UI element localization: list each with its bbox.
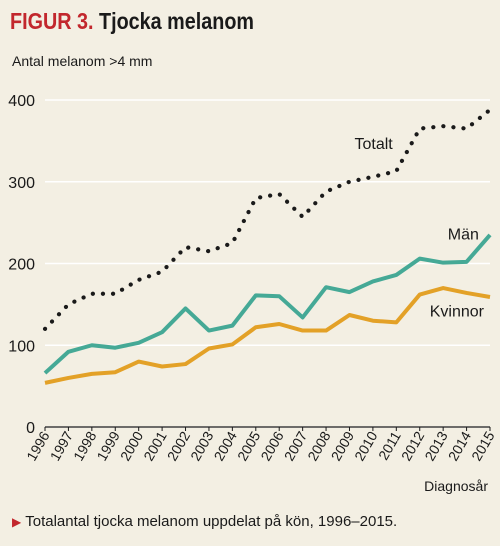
x-axis-label: Diagnosår	[424, 478, 488, 494]
y-tick-label-400: 400	[8, 93, 35, 110]
x-tick-label-2003: 2003	[187, 428, 217, 463]
x-tick-label-2005: 2005	[234, 428, 264, 463]
series-line-2	[44, 286, 491, 385]
y-tick-label-0: 0	[26, 420, 35, 437]
x-tick-label-1998: 1998	[70, 428, 100, 463]
figure-header: FIGUR 3. Tjocka melanom	[10, 8, 254, 35]
x-tick-label-2004: 2004	[211, 428, 241, 463]
series-label-0: Totalt	[354, 136, 393, 153]
figure-caption: ▶ Totalantal tjocka melanom uppdelat på k…	[12, 513, 397, 530]
x-tick-label-2009: 2009	[328, 428, 358, 463]
line-chart: Antal melanom >4 mm Diagnosår 0 100 200 300…	[8, 53, 498, 494]
series-label-2: Kvinnor	[430, 304, 485, 321]
x-tick-label-2006: 2006	[257, 428, 287, 463]
y-tick-label-200: 200	[8, 257, 35, 274]
series-line-0	[42, 107, 493, 331]
x-tick-label-2013: 2013	[421, 428, 451, 463]
figure-label: FIGUR 3.	[10, 8, 94, 34]
x-tick-label-1999: 1999	[93, 428, 123, 463]
x-tick-label-2008: 2008	[304, 428, 334, 463]
series-0: Totalt	[42, 107, 493, 331]
caption-text: Totalantal tjocka melanom uppdelat på kö…	[25, 513, 398, 530]
figure-title: Tjocka melanom	[99, 8, 255, 34]
chart-area: Antal melanom >4 mm Diagnosår 0 100 200 300…	[8, 53, 498, 494]
x-tick-label-2007: 2007	[281, 428, 311, 463]
series-line-1	[43, 233, 492, 375]
x-tick-label-2012: 2012	[398, 428, 428, 463]
x-tick-label-2002: 2002	[164, 428, 194, 463]
y-tick-label-300: 300	[8, 175, 35, 192]
x-tick-label-1997: 1997	[47, 428, 77, 463]
x-tick-labels: 1996199719981999200020012002200320042005…	[23, 427, 498, 463]
x-tick-label-2000: 2000	[117, 428, 147, 463]
x-tick-label-2001: 2001	[140, 428, 170, 463]
gridlines	[45, 99, 490, 428]
caption-marker-icon: ▶	[12, 515, 22, 529]
y-tick-labels: 0 100 200 300 400	[8, 93, 35, 437]
series-label-1: Män	[448, 227, 479, 244]
series-1: Män	[43, 227, 492, 375]
x-tick-label-2014: 2014	[445, 428, 475, 463]
y-tick-label-100: 100	[8, 338, 35, 355]
y-axis-label: Antal melanom >4 mm	[12, 53, 152, 69]
x-tick-label-2010: 2010	[351, 428, 381, 463]
series-2: Kvinnor	[44, 286, 491, 385]
x-tick-label-2015: 2015	[468, 428, 498, 463]
